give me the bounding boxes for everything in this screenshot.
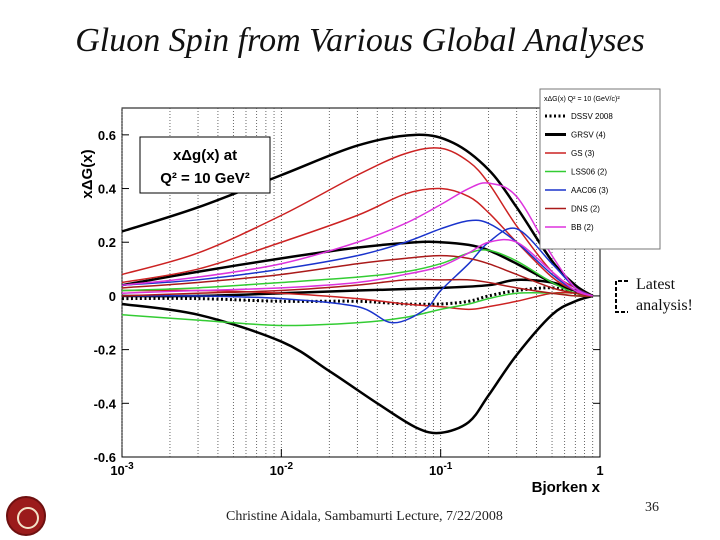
page-number: 36: [645, 500, 659, 515]
curves: [121, 133, 594, 435]
note-line-1: Latest: [636, 276, 676, 293]
slide-title: Gluon Spin from Various Global Analyses: [75, 22, 645, 59]
series-curve: [121, 238, 593, 297]
latest-analysis-note: Latest analysis!: [636, 274, 693, 316]
y-tick-label: -0.2: [94, 343, 116, 358]
q2-label-frame: [139, 136, 271, 194]
series-curve: [121, 227, 594, 324]
x-axis-label: Bjorken x: [532, 479, 601, 496]
series-curve: [121, 187, 593, 297]
series-curve: [121, 278, 594, 298]
y-tick-label: 0.2: [98, 235, 116, 250]
legend-label: GS (3): [571, 149, 595, 158]
y-tick-label: -0.4: [94, 396, 117, 411]
series-curve: [121, 254, 593, 297]
note-line-2: analysis!: [636, 297, 693, 314]
legend-frame: [539, 88, 661, 250]
y-tick-label: -0.6: [94, 450, 116, 465]
series-curve: [121, 294, 594, 435]
legend-header: xΔG(x) Q² = 10 (GeV/c)²: [544, 96, 620, 103]
series-curve: [121, 249, 593, 297]
x-tick-label: 1: [596, 463, 603, 478]
y-axis-label: xΔG(x): [79, 149, 96, 198]
footer-credit: Christine Aidala, Sambamurti Lecture, 7/…: [226, 509, 503, 524]
x-axis: 10-3 10-2 10-1 1: [110, 449, 604, 478]
legend: xΔG(x) Q² = 10 (GeV/c)² DSSV 2008 GRSV (4)…: [539, 88, 661, 250]
x-tick-label: 10-3: [110, 461, 134, 478]
y-tick-label: 0.6: [98, 128, 116, 143]
legend-label: AAC06 (3): [571, 186, 609, 195]
legend-label: LSS06 (2): [571, 168, 607, 177]
y-tick-label: 0: [109, 289, 116, 304]
x-tick-label: 10-1: [429, 461, 453, 478]
legend-label: DSSV 2008: [571, 112, 613, 121]
latest-analysis-bracket: [615, 280, 628, 313]
legend-label: BB (2): [571, 223, 594, 232]
y-tick-label: 0.4: [98, 182, 117, 197]
q2-label-line-1: xΔg(x) at: [173, 147, 237, 164]
x-tick-label: 10-2: [270, 461, 294, 478]
y-axis: 0.6 0.4 0.2 0 -0.2 -0.4 -0.6: [94, 128, 600, 465]
series-curve: [121, 219, 593, 297]
q2-label-line-2: Q² = 10 GeV²: [160, 170, 250, 187]
legend-label: DNS (2): [571, 205, 600, 214]
series-curve: [121, 278, 593, 297]
legend-label: GRSV (4): [571, 131, 606, 140]
series-curve: [121, 182, 594, 297]
university-seal-logo: [6, 496, 46, 536]
q2-label-box: xΔg(x) at Q² = 10 GeV²: [139, 136, 271, 194]
